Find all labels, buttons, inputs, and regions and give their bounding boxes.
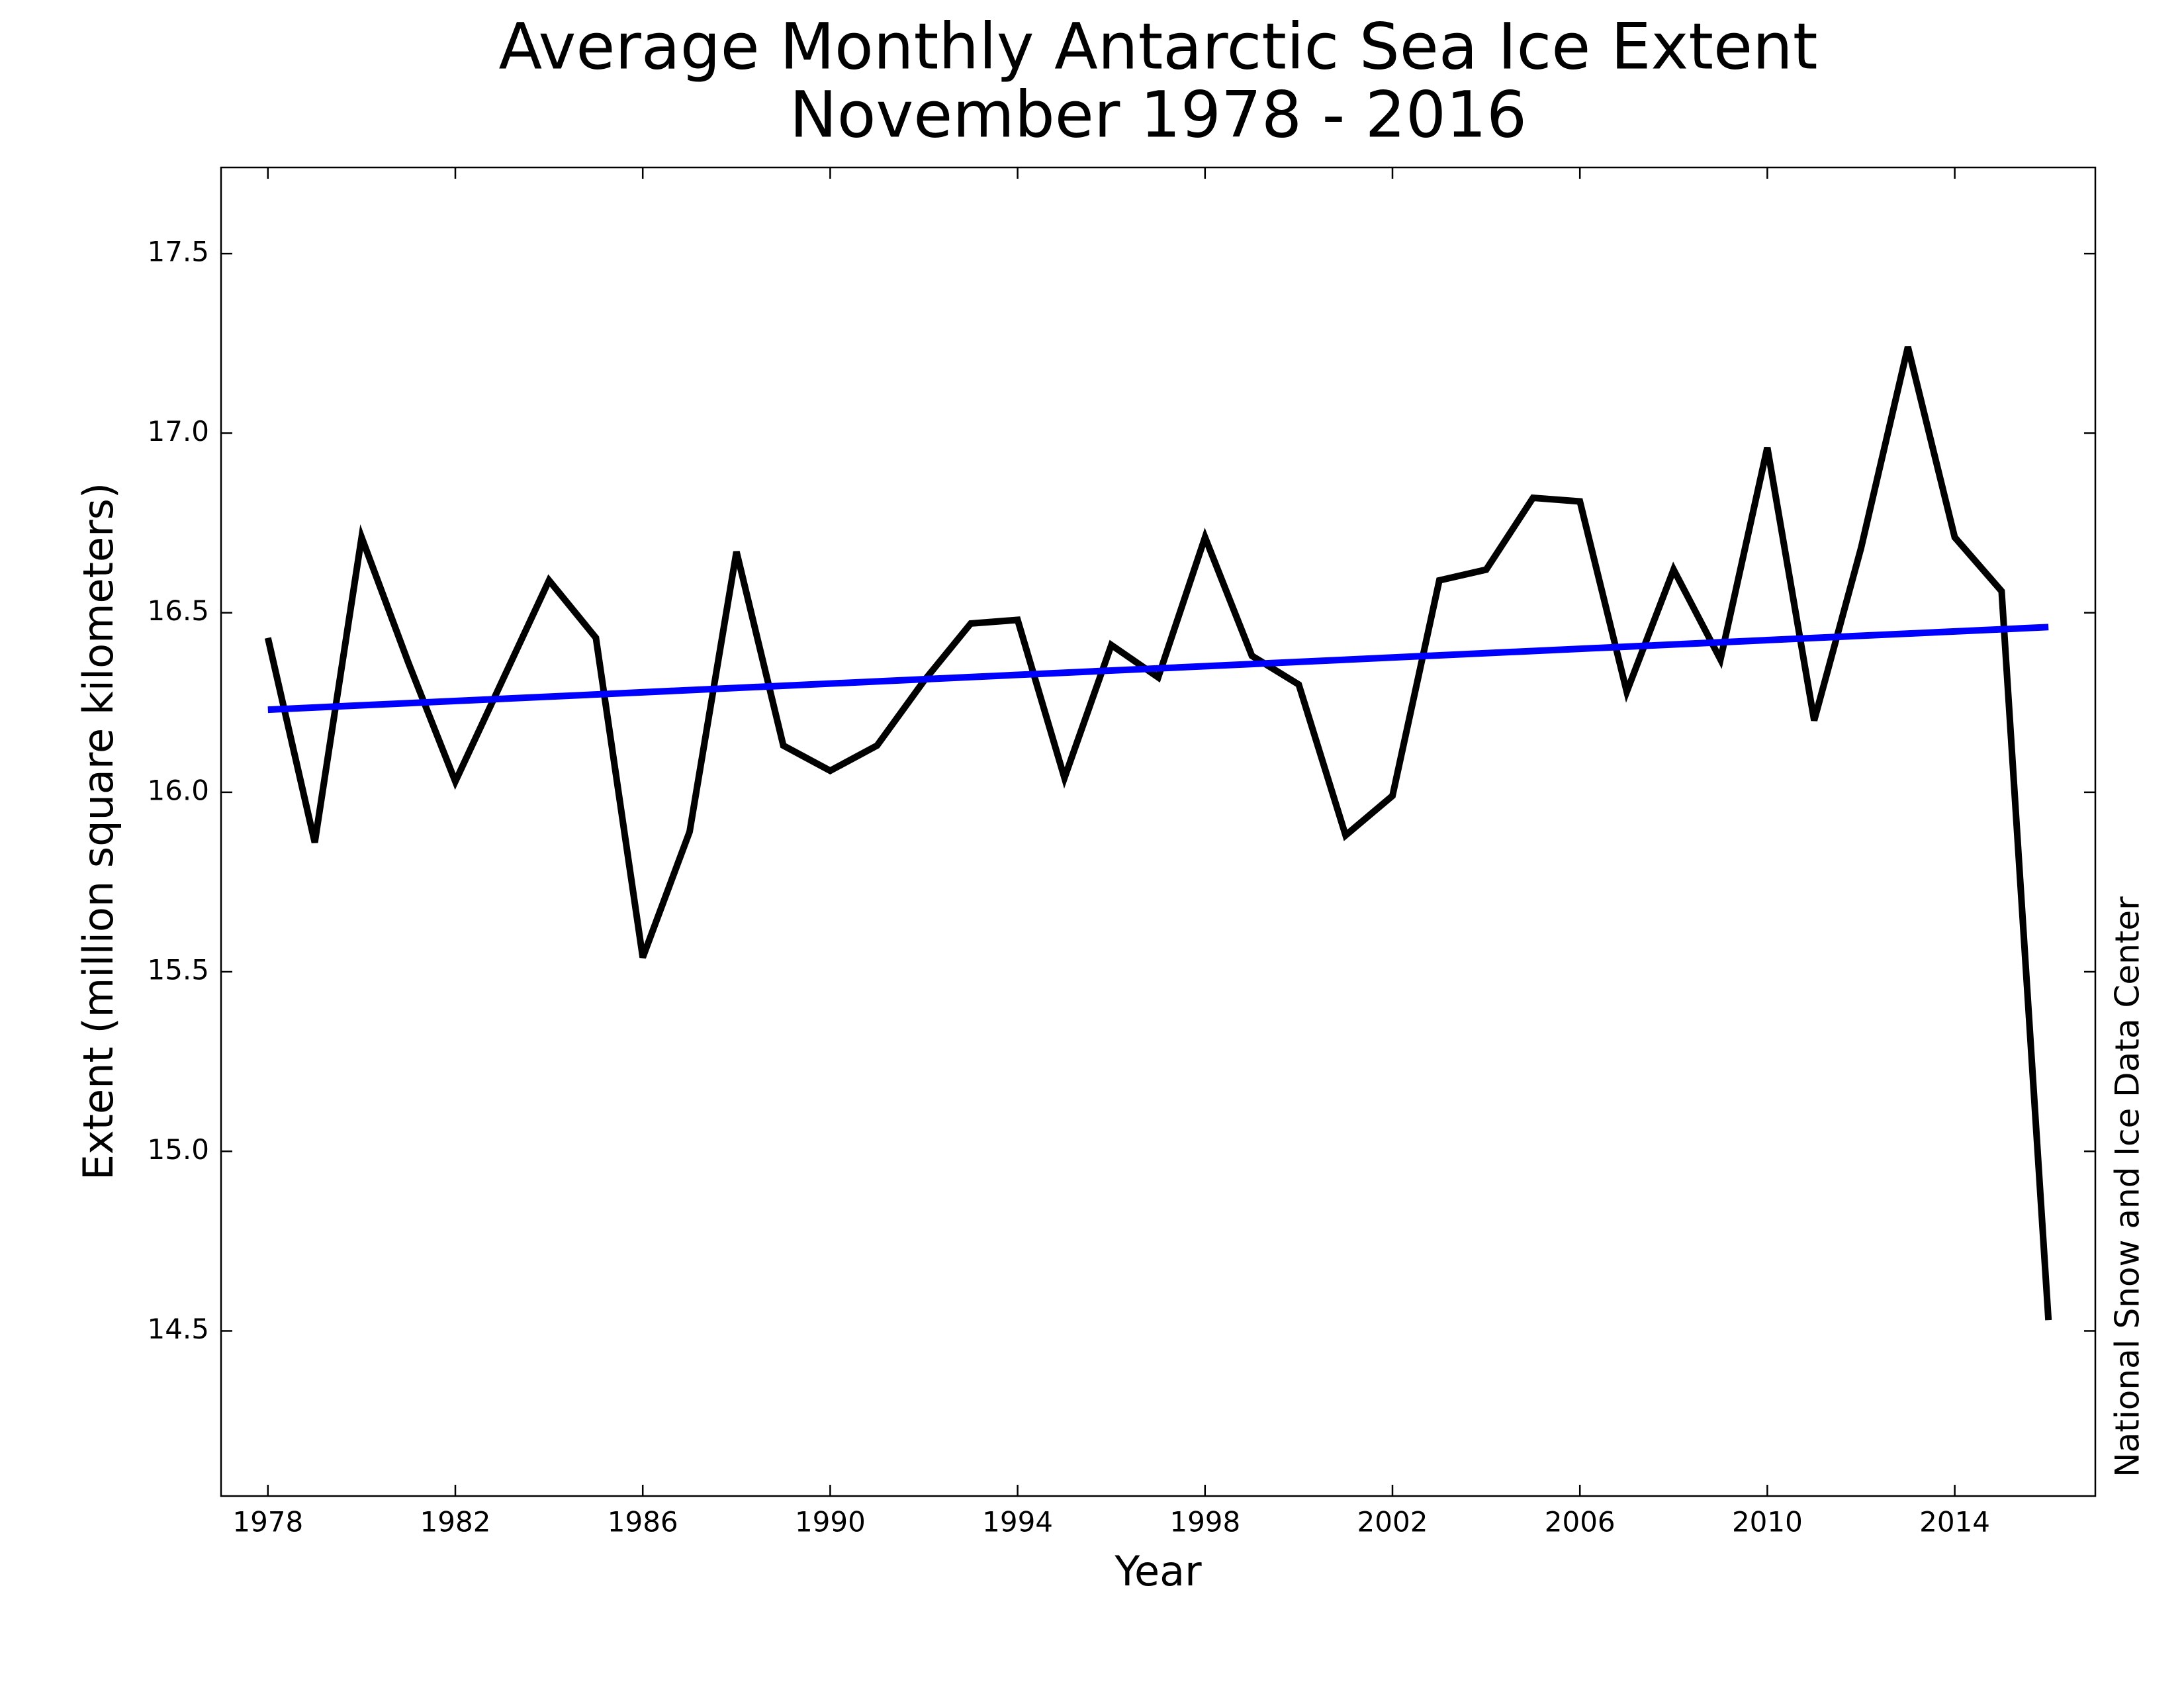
- line-series: [264, 346, 2052, 1321]
- x-axis-label: Year: [1114, 1547, 1202, 1595]
- x-tick-label: 2006: [1545, 1506, 1615, 1538]
- y-tick-label: 15.0: [147, 1133, 209, 1166]
- line-series: [267, 624, 2049, 714]
- chart-subtitle: November 1978 - 2016: [790, 77, 1527, 152]
- x-tick-label: 2002: [1357, 1506, 1428, 1538]
- chart-title: Average Monthly Antarctic Sea Ice Extent: [498, 9, 1817, 83]
- x-tick-label: 1978: [232, 1506, 303, 1538]
- x-tick-label: 1986: [608, 1506, 678, 1538]
- x-tick-label: 1990: [795, 1506, 866, 1538]
- y-axis-label: Extent (million square kilometers): [74, 483, 122, 1180]
- y-tick-label: 16.0: [147, 774, 209, 806]
- x-tick-label: 1982: [420, 1506, 491, 1538]
- y-tick-label: 17.0: [147, 415, 209, 447]
- y-tick-label: 14.5: [147, 1313, 209, 1345]
- source-annotation: National Snow and Ice Data Center: [2109, 896, 2147, 1477]
- plot-frame: [220, 166, 2097, 1497]
- x-tick-label: 1998: [1169, 1506, 1240, 1538]
- y-tick-label: 17.5: [147, 236, 209, 268]
- x-tick-label: 1994: [982, 1506, 1053, 1538]
- x-tick-label: 2014: [1919, 1506, 1990, 1538]
- y-tick-label: 16.5: [147, 594, 209, 627]
- x-tick-label: 2010: [1732, 1506, 1803, 1538]
- y-tick-label: 15.5: [147, 954, 209, 986]
